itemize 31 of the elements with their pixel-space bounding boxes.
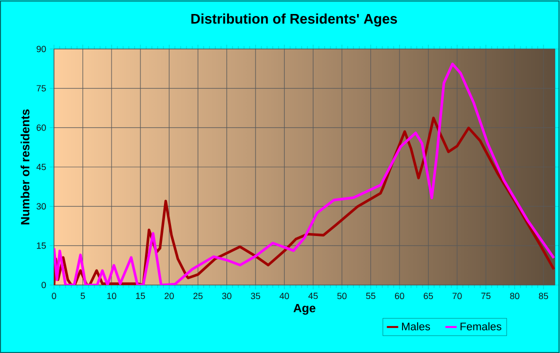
x-tick-label: 20 — [164, 292, 174, 300]
y-tick-label: 45 — [36, 164, 46, 170]
x-tick-label: 65 — [424, 292, 433, 300]
x-tick-label: 30 — [222, 292, 232, 300]
y-axis-title: Number of residents — [20, 109, 30, 224]
line-series — [54, 62, 556, 285]
x-tick-label: 55 — [366, 292, 376, 300]
x-tick-label: 5 — [80, 292, 85, 300]
x-tick-label: 40 — [280, 292, 289, 300]
y-tick-label: 15 — [36, 242, 46, 249]
y-tick-label: 30 — [36, 203, 46, 210]
x-tick-label: 70 — [452, 292, 462, 300]
x-tick-label: 75 — [481, 292, 491, 300]
chart-title: Distribution of Residents' Ages — [191, 13, 397, 27]
x-axis-title: Age — [294, 304, 316, 315]
y-tick-label: 60 — [36, 124, 46, 131]
y-tick-label: 75 — [36, 85, 46, 92]
legend-label: Males — [402, 322, 430, 330]
x-tick-label: 50 — [337, 292, 347, 300]
x-tick-label: 0 — [52, 292, 56, 300]
y-tick-label: 90 — [36, 46, 46, 52]
x-tick-label: 60 — [394, 292, 404, 300]
y-tick-label: 0 — [42, 282, 46, 288]
x-tick-label: 85 — [538, 292, 548, 300]
x-tick-label: 35 — [250, 292, 260, 300]
x-tick-label: 15 — [136, 292, 145, 300]
x-tick-label: 10 — [107, 292, 116, 300]
x-tick-label: 45 — [308, 292, 318, 300]
x-tick-label: 25 — [193, 292, 203, 300]
x-tick-label: 80 — [510, 292, 520, 300]
legend-label: Females — [460, 322, 502, 330]
